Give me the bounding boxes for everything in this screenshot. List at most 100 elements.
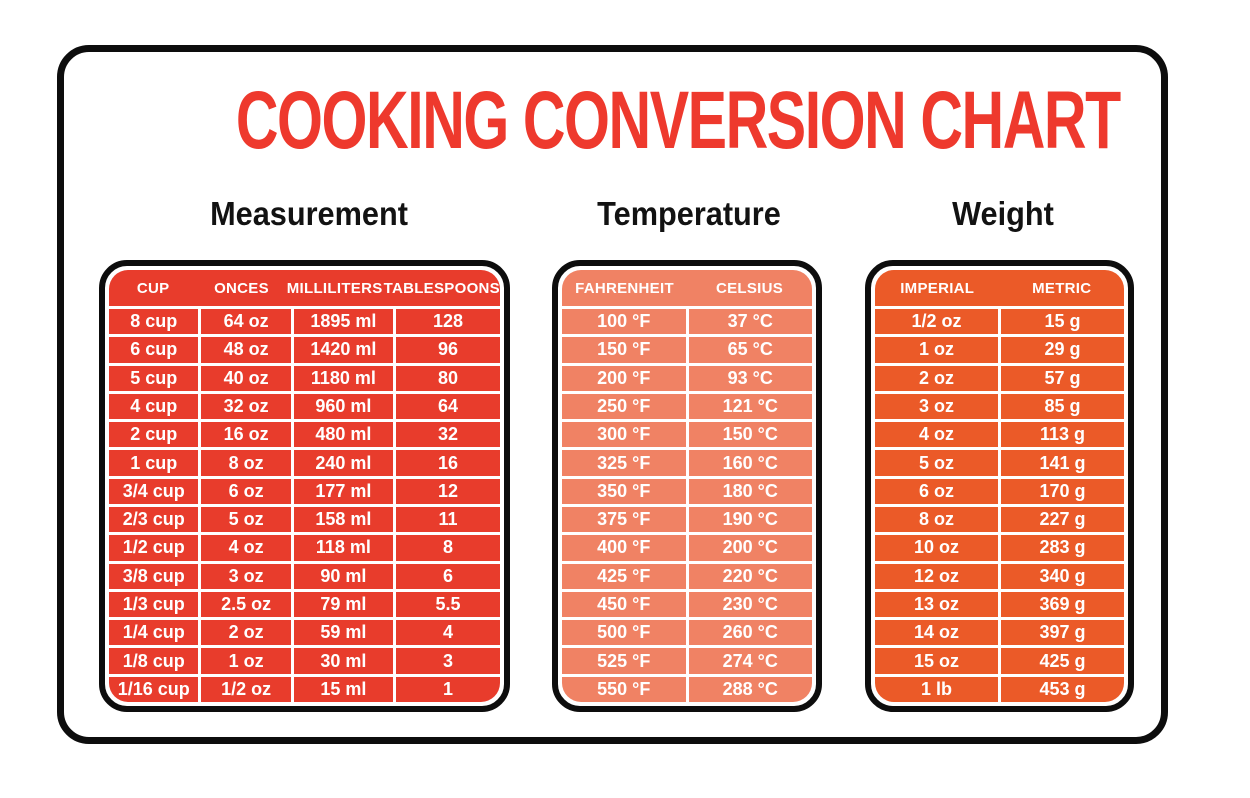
table-cell: 80 <box>395 365 500 391</box>
table-cell: 15 oz <box>875 648 998 674</box>
table-cell: 397 g <box>1001 620 1124 646</box>
table-cell: 3/8 cup <box>109 563 199 589</box>
table-cell: 6 oz <box>875 478 998 504</box>
table-cell: 32 oz <box>201 393 291 420</box>
table-cell: 12 oz <box>875 563 998 589</box>
table-row: 8 oz 227 g <box>875 507 1124 533</box>
table-cell: 79 ml <box>293 591 393 618</box>
table-cell: 4 oz <box>201 535 291 561</box>
table-row: 13 oz 369 g <box>875 591 1124 618</box>
table-row: 400 °F 200 °C <box>562 535 812 561</box>
table-row: 425 °F 220 °C <box>562 563 812 589</box>
table-cell: 1420 ml <box>293 337 393 363</box>
table-row: 150 °F 65 °C <box>562 337 812 363</box>
table-cell: 375 °F <box>562 507 686 533</box>
table-row: 4 cup 32 oz 960 ml 64 <box>109 393 500 420</box>
section-label-weight: Weight <box>952 195 1054 232</box>
table-cell: 100 °F <box>562 309 686 335</box>
table-cell: 250 °F <box>562 393 686 420</box>
table-cell: 1/2 oz <box>875 309 998 335</box>
table-cell: 1895 ml <box>293 309 393 335</box>
table-cell: 4 <box>395 620 500 646</box>
table-row: 8 cup 64 oz 1895 ml 128 <box>109 309 500 335</box>
table-cell: 230 °C <box>688 591 812 618</box>
table-cell: 1 cup <box>109 450 199 476</box>
table-cell: 37 °C <box>688 309 812 335</box>
table-row: 15 oz 425 g <box>875 648 1124 674</box>
table-row: 1 lb 453 g <box>875 676 1124 702</box>
table-cell: 1 <box>395 676 500 702</box>
table-header-row: IMPERIAL METRIC <box>875 270 1124 306</box>
column-header: FAHRENHEIT <box>575 279 674 297</box>
table-cell: 200 °C <box>688 535 812 561</box>
table-cell: 550 °F <box>562 676 686 702</box>
table-cell: 350 °F <box>562 478 686 504</box>
table-cell: 960 ml <box>293 393 393 420</box>
table-row: 350 °F 180 °C <box>562 478 812 504</box>
table-cell: 3 oz <box>875 393 998 420</box>
table-rows: 100 °F 37 °C 150 °F 65 °C 200 °F 93 °C 250 °F 1… <box>562 309 812 702</box>
temperature-table-body: FAHRENHEIT CELSIUS 100 °F 37 °C 150 °F 65 °C 2… <box>562 270 812 702</box>
column-header: CELSIUS <box>715 279 784 297</box>
table-cell: 90 ml <box>293 563 393 589</box>
page-title-text: COOKING CONVERSION CHART <box>235 75 1121 166</box>
table-cell: 150 °C <box>688 422 812 448</box>
table-cell: 200 °F <box>562 365 686 391</box>
table-row: 300 °F 150 °C <box>562 422 812 448</box>
table-cell: 1 oz <box>875 337 998 363</box>
table-cell: 13 oz <box>875 591 998 618</box>
table-cell: 59 ml <box>293 620 393 646</box>
table-cell: 8 oz <box>875 507 998 533</box>
table-row: 450 °F 230 °C <box>562 591 812 618</box>
table-row: 12 oz 340 g <box>875 563 1124 589</box>
table-cell: 425 °F <box>562 563 686 589</box>
table-cell: 240 ml <box>293 450 393 476</box>
table-row: 1 cup 8 oz 240 ml 16 <box>109 450 500 476</box>
table-row: 1/4 cup 2 oz 59 ml 4 <box>109 620 500 646</box>
table-cell: 190 °C <box>688 507 812 533</box>
table-row: 3/8 cup 3 oz 90 ml 6 <box>109 563 500 589</box>
table-cell: 30 ml <box>293 648 393 674</box>
table-row: 3/4 cup 6 oz 177 ml 12 <box>109 478 500 504</box>
table-cell: 6 cup <box>109 337 199 363</box>
table-cell: 3/4 cup <box>109 478 199 504</box>
table-row: 1/2 cup 4 oz 118 ml 8 <box>109 535 500 561</box>
table-cell: 450 °F <box>562 591 686 618</box>
table-cell: 1/4 cup <box>109 620 199 646</box>
table-cell: 8 <box>395 535 500 561</box>
table-row: 200 °F 93 °C <box>562 365 812 391</box>
table-cell: 32 <box>395 422 500 448</box>
table-cell: 5 oz <box>201 507 291 533</box>
table-cell: 2/3 cup <box>109 507 199 533</box>
table-cell: 6 <box>395 563 500 589</box>
column-header: CUP <box>136 279 170 297</box>
table-cell: 11 <box>395 507 500 533</box>
table-row: 6 cup 48 oz 1420 ml 96 <box>109 337 500 363</box>
table-cell: 128 <box>395 309 500 335</box>
table-row: 1 oz 29 g <box>875 337 1124 363</box>
measurement-table: CUP ONCES MILLILITERS TABLESPOONS 8 cup 64 oz… <box>99 260 510 712</box>
table-row: 250 °F 121 °C <box>562 393 812 420</box>
table-cell: 1/16 cup <box>109 676 199 702</box>
column-header: METRIC <box>1032 279 1092 297</box>
table-cell: 113 g <box>1001 422 1124 448</box>
table-cell: 3 oz <box>201 563 291 589</box>
table-cell: 29 g <box>1001 337 1124 363</box>
table-cell: 5.5 <box>395 591 500 618</box>
table-cell: 96 <box>395 337 500 363</box>
table-cell: 121 °C <box>688 393 812 420</box>
table-cell: 1/3 cup <box>109 591 199 618</box>
table-cell: 118 ml <box>293 535 393 561</box>
table-cell: 1/2 cup <box>109 535 199 561</box>
table-cell: 480 ml <box>293 422 393 448</box>
table-row: 5 oz 141 g <box>875 450 1124 476</box>
table-header-row: FAHRENHEIT CELSIUS <box>562 270 812 306</box>
table-cell: 15 ml <box>293 676 393 702</box>
table-cell: 2 oz <box>201 620 291 646</box>
table-cell: 64 oz <box>201 309 291 335</box>
table-cell: 5 cup <box>109 365 199 391</box>
table-cell: 4 cup <box>109 393 199 420</box>
